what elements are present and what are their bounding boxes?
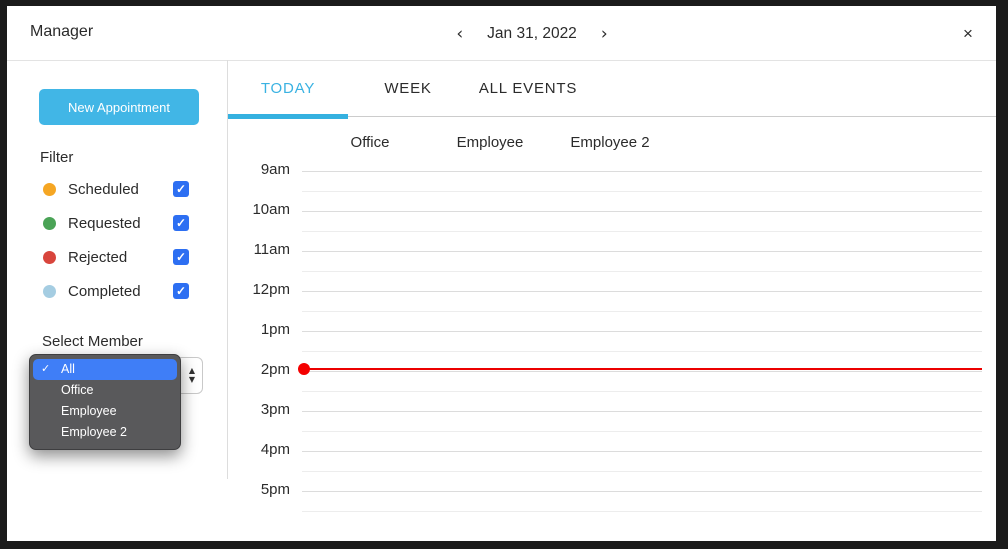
filter-heading: Filter xyxy=(40,149,74,166)
half-hour-gridline xyxy=(302,231,982,232)
half-hour-gridline xyxy=(302,511,982,512)
view-tabs: TODAY WEEK ALL EVENTS xyxy=(228,60,996,119)
hour-gridline xyxy=(302,331,982,332)
time-label-12pm: 12pm xyxy=(252,281,290,298)
select-member-heading: Select Member xyxy=(42,333,143,350)
dropdown-option-all[interactable]: ✓ All xyxy=(33,359,177,380)
hour-gridline xyxy=(302,491,982,492)
half-hour-gridline xyxy=(302,351,982,352)
header-bar: Manager ‹ Jan 31, 2022 › × xyxy=(7,6,996,61)
new-appointment-button[interactable]: New Appointment xyxy=(39,89,199,125)
half-hour-gridline xyxy=(302,191,982,192)
current-time-dot-icon xyxy=(298,363,310,375)
tab-week[interactable]: WEEK xyxy=(384,79,432,97)
filter-label: Completed xyxy=(68,283,141,300)
dropdown-option-label: Employee 2 xyxy=(61,425,128,439)
time-label-5pm: 5pm xyxy=(260,481,290,498)
completed-checkbox[interactable]: ✓ xyxy=(173,283,189,299)
half-hour-gridline xyxy=(302,431,982,432)
hour-gridline xyxy=(302,211,982,212)
half-hour-gridline xyxy=(302,311,982,312)
column-header-office: Office xyxy=(350,134,390,151)
filter-label: Requested xyxy=(68,215,141,232)
filter-label: Scheduled xyxy=(68,181,139,198)
sidebar-divider xyxy=(227,60,228,479)
filter-row-scheduled: Scheduled ✓ xyxy=(43,180,203,200)
time-label-4pm: 4pm xyxy=(260,441,290,458)
date-navigation: ‹ Jan 31, 2022 › xyxy=(437,21,627,47)
filter-label: Rejected xyxy=(68,249,128,266)
requested-checkbox[interactable]: ✓ xyxy=(173,215,189,231)
time-label-2pm: 2pm xyxy=(260,361,290,378)
rejected-checkbox[interactable]: ✓ xyxy=(173,249,189,265)
completed-dot-icon xyxy=(43,285,56,298)
column-header-employee-2: Employee 2 xyxy=(570,134,650,151)
next-date-icon[interactable]: › xyxy=(600,23,608,44)
tab-all-events[interactable]: ALL EVENTS xyxy=(478,79,578,97)
time-label-3pm: 3pm xyxy=(260,401,290,418)
rejected-dot-icon xyxy=(43,251,56,264)
dropdown-option-office[interactable]: Office xyxy=(33,380,177,401)
scheduled-checkbox[interactable]: ✓ xyxy=(173,181,189,197)
prev-date-icon[interactable]: ‹ xyxy=(456,23,464,44)
time-label-9am: 9am xyxy=(260,161,290,178)
hour-gridline xyxy=(302,251,982,252)
selected-check-icon: ✓ xyxy=(41,363,51,375)
dropdown-option-employee[interactable]: Employee xyxy=(33,401,177,422)
time-label-10am: 10am xyxy=(252,201,290,218)
hour-gridline xyxy=(302,411,982,412)
filter-row-completed: Completed ✓ xyxy=(43,282,203,302)
time-label-1pm: 1pm xyxy=(260,321,290,338)
column-header-employee: Employee xyxy=(456,134,524,151)
hour-gridline xyxy=(302,171,982,172)
scheduled-dot-icon xyxy=(43,183,56,196)
filter-row-rejected: Rejected ✓ xyxy=(43,248,203,268)
time-label-11am: 11am xyxy=(253,241,290,258)
dropdown-option-label: Employee xyxy=(61,404,117,418)
filter-row-requested: Requested ✓ xyxy=(43,214,203,234)
hour-gridline xyxy=(302,291,982,292)
requested-dot-icon xyxy=(43,217,56,230)
current-date-label: Jan 31, 2022 xyxy=(487,25,577,42)
current-time-line xyxy=(304,368,982,370)
calendar-column-headers: Office Employee Employee 2 xyxy=(310,134,670,151)
dropdown-option-employee-2[interactable]: Employee 2 xyxy=(33,422,177,443)
close-icon[interactable]: × xyxy=(963,24,973,43)
half-hour-gridline xyxy=(302,271,982,272)
member-dropdown-menu: ✓ All Office Employee Employee 2 xyxy=(29,354,181,450)
page-title: Manager xyxy=(30,23,94,40)
half-hour-gridline xyxy=(302,391,982,392)
select-caret-icon: ▲ ▼ xyxy=(188,366,195,384)
half-hour-gridline xyxy=(302,471,982,472)
manager-window: Manager ‹ Jan 31, 2022 › × New Appointme… xyxy=(7,6,996,541)
hour-gridline xyxy=(302,371,982,372)
dropdown-option-label: Office xyxy=(61,383,94,397)
hour-gridline xyxy=(302,451,982,452)
tab-today[interactable]: TODAY xyxy=(228,60,348,119)
dropdown-option-label: All xyxy=(61,362,75,376)
